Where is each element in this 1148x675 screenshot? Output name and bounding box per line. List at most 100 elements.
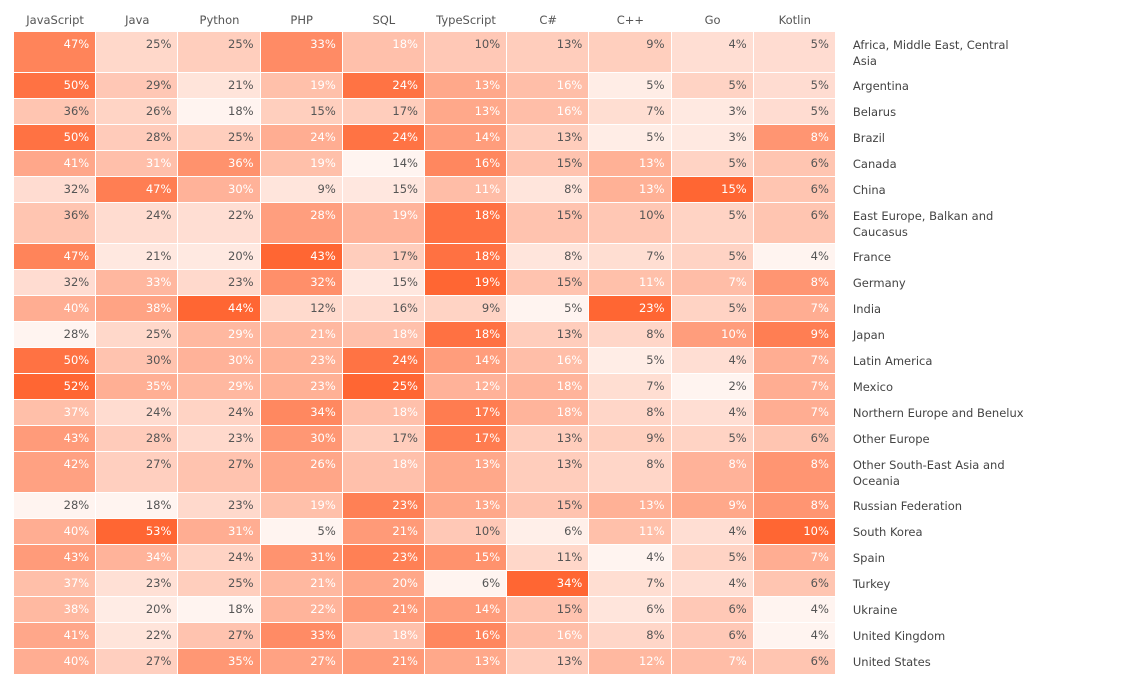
heat-cell: 47% [14,32,97,73]
heat-cell: 8% [753,270,836,296]
heat-cell: 52% [14,374,97,400]
heat-cell: 11% [424,177,508,203]
heat-cell: 4% [753,244,836,270]
heat-cell: 9% [589,32,672,73]
heat-cell: 10% [424,32,508,73]
heat-cell: 24% [178,545,261,571]
heat-cell: 16% [507,99,590,125]
heat-cell: 14% [424,348,508,374]
heat-cell: 18% [342,452,425,493]
heat-cell: 25% [178,125,261,151]
heat-cell: 20% [342,571,425,597]
heat-cell: 15% [260,99,343,125]
heat-cell: 3% [671,125,754,151]
heat-cell: 8% [589,400,672,426]
heat-cell: 12% [260,296,343,322]
heat-cell: 9% [424,296,508,322]
row-label: Canada [852,157,897,171]
heat-cell: 41% [14,151,97,177]
row-label: Africa, Middle East, Central Asia [852,38,1009,68]
heat-cell: 13% [507,125,590,151]
column-header: JavaScript [26,13,84,27]
heat-cell: 14% [424,597,508,623]
heat-cell: 25% [96,322,179,348]
page: JavaScript Java Python PHP SQL TypeScript C# C+… [14,8,1026,675]
header-spacer [836,8,1026,32]
heat-cell: 15% [507,597,590,623]
heat-cell: 19% [260,151,343,177]
heat-cell: 5% [671,73,754,99]
heat-cell: 8% [589,452,672,493]
row-label: Latin America [852,354,933,368]
heat-cell: 37% [14,571,97,597]
heat-cell: 8% [671,452,754,493]
row-label: Other South-East Asia and Oceania [852,458,1005,488]
heat-cell: 38% [14,597,97,623]
heat-cell: 17% [424,400,508,426]
heat-cell: 10% [753,519,836,545]
heat-cell: 19% [424,270,508,296]
heat-cell: 15% [507,270,590,296]
heat-cell: 40% [14,519,97,545]
row-label: India [852,302,882,316]
heat-cell: 35% [178,649,261,675]
heat-cell: 13% [507,426,590,452]
row-label: Mexico [852,380,894,394]
heat-cell: 30% [260,426,343,452]
heat-cell: 43% [14,426,97,452]
heat-cell: 6% [753,177,836,203]
row-label: Turkey [852,577,891,591]
column-header: PHP [290,13,313,27]
heat-cell: 11% [589,519,672,545]
heat-cell: 21% [178,73,261,99]
heat-cell: 5% [260,519,343,545]
heat-cell: 10% [424,519,508,545]
heat-cell: 6% [753,203,836,244]
heat-cell: 4% [671,400,754,426]
heat-cell: 7% [753,400,836,426]
heat-cell: 41% [14,623,97,649]
column-header: Python [199,13,240,27]
heat-cell: 7% [753,296,836,322]
heat-cell: 6% [753,426,836,452]
heat-cell: 18% [342,623,425,649]
row-label: Other Europe [852,432,930,446]
heat-cell: 14% [424,125,508,151]
heat-cell: 10% [671,322,754,348]
heat-cell: 2% [671,374,754,400]
heat-cell: 7% [671,649,754,675]
heat-cell: 8% [507,177,590,203]
column-header: C# [539,13,558,27]
heat-cell: 30% [178,348,261,374]
heat-cell: 13% [424,99,508,125]
heat-cell: 7% [589,571,672,597]
heat-cell: 10% [589,203,672,244]
heat-cell: 28% [14,322,97,348]
heat-cell: 15% [507,203,590,244]
heat-cell: 29% [178,322,261,348]
row-label: Ukraine [852,603,898,617]
heat-cell: 24% [260,125,343,151]
heat-cell: 23% [342,545,425,571]
heat-cell: 8% [589,623,672,649]
heat-cell: 5% [671,244,754,270]
heat-cell: 15% [671,177,754,203]
heat-cell: 9% [671,493,754,519]
heat-cell: 15% [424,545,508,571]
heat-cell: 7% [671,270,754,296]
heat-cell: 16% [424,623,508,649]
heat-cell: 43% [260,244,343,270]
heat-cell: 34% [507,571,590,597]
heat-cell: 31% [260,545,343,571]
heat-cell: 26% [260,452,343,493]
heat-cell: 13% [507,32,590,73]
heat-cell: 7% [753,545,836,571]
heat-cell: 24% [342,348,425,374]
heat-cell: 4% [589,545,672,571]
heat-cell: 20% [178,244,261,270]
heat-cell: 21% [260,571,343,597]
heat-cell: 13% [424,493,508,519]
row-label: Northern Europe and Benelux [852,406,1024,420]
heat-cell: 23% [178,270,261,296]
row-label: Argentina [852,79,909,93]
